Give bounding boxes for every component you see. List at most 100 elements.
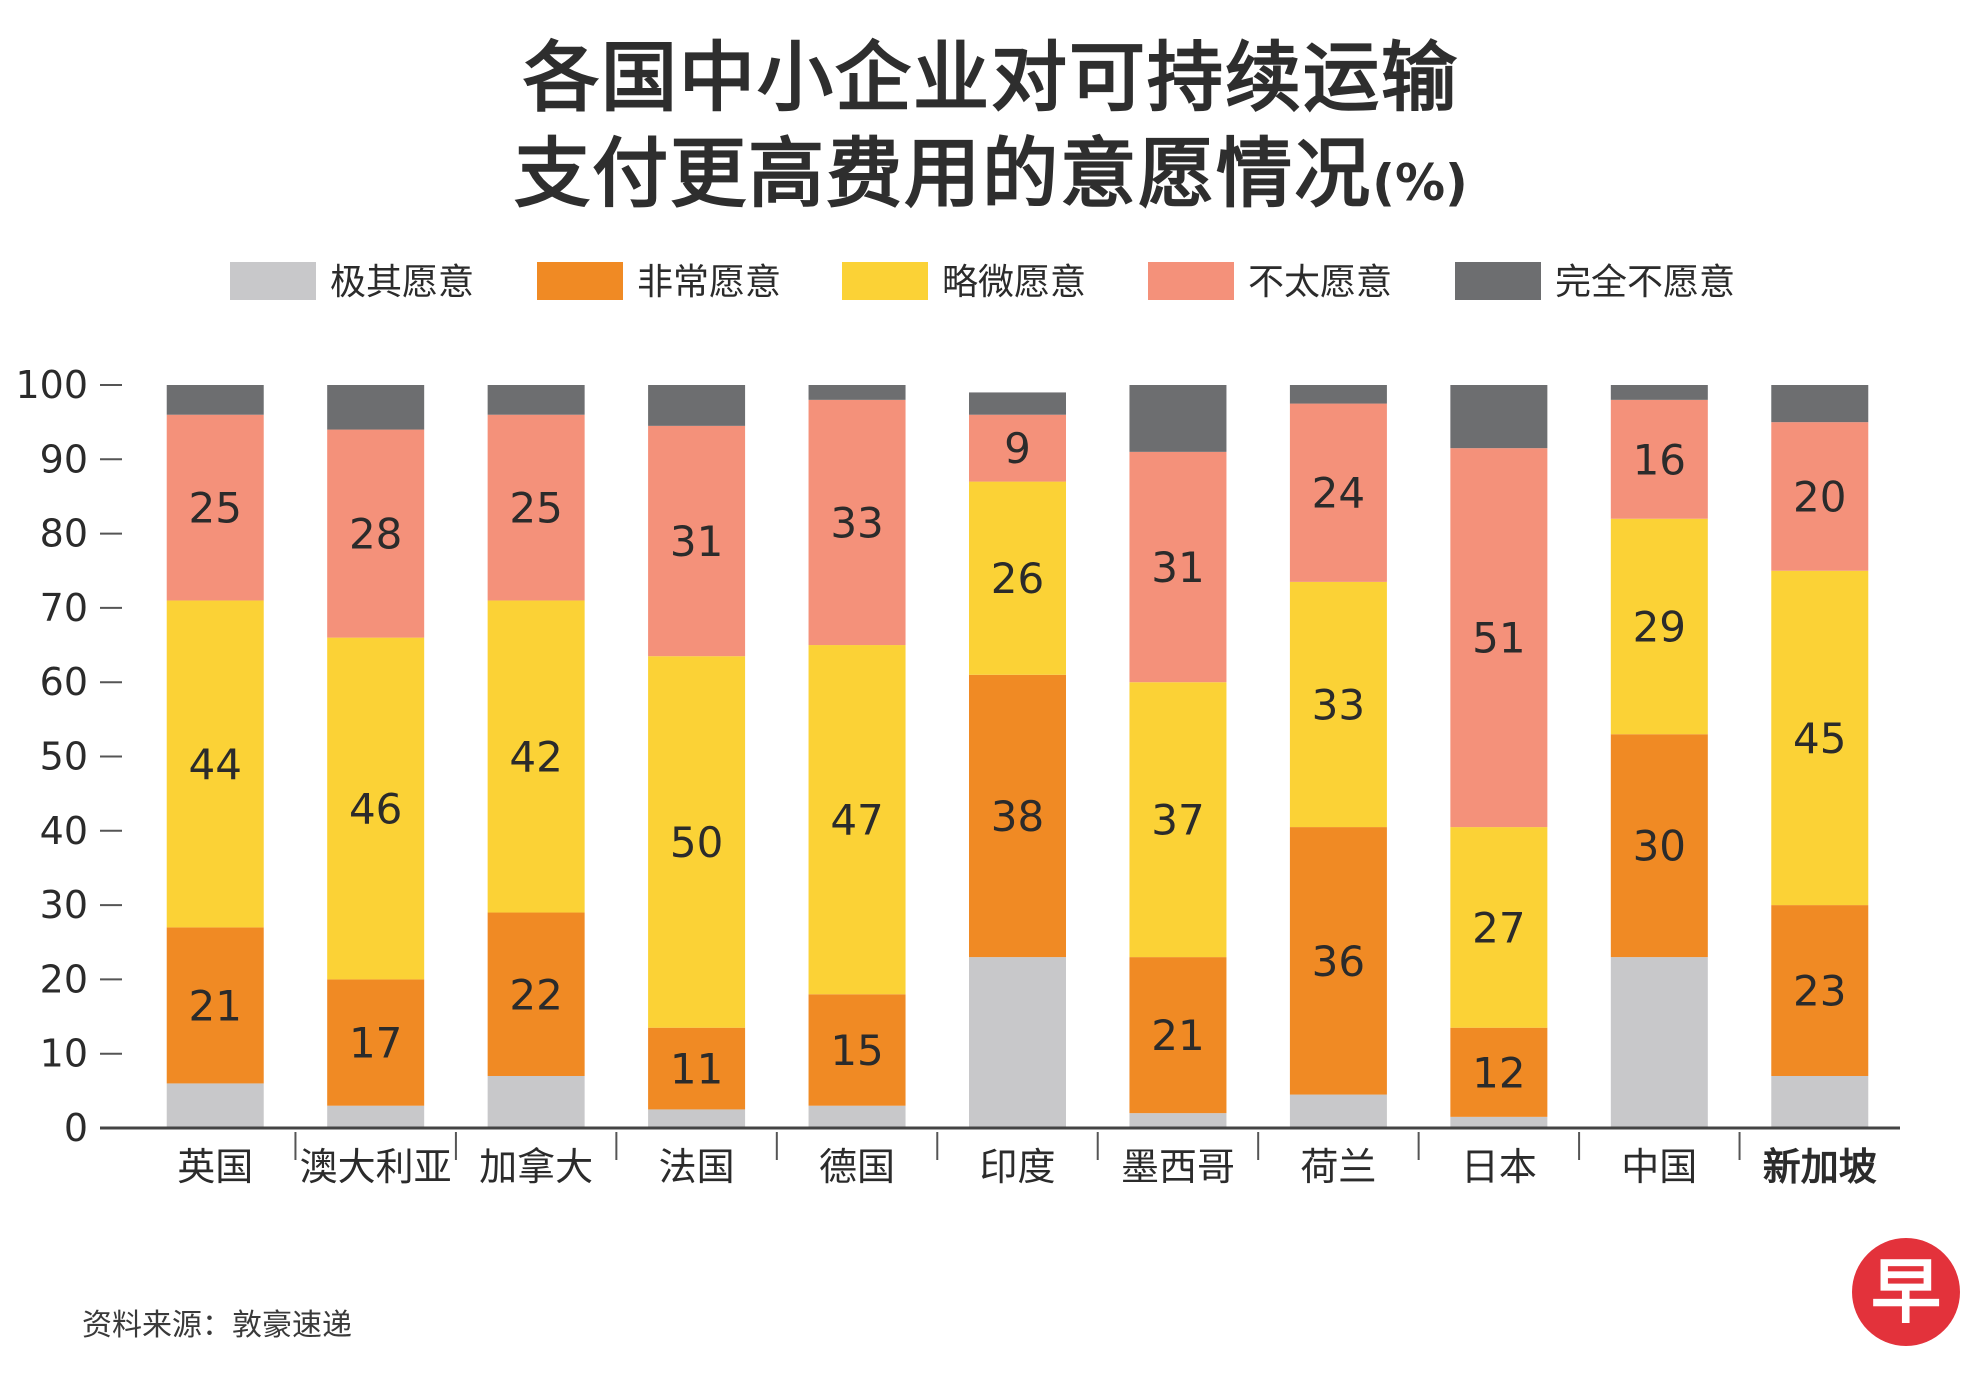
- y-tick-label-60: 60: [40, 660, 88, 704]
- bar-1-3: [327, 429, 425, 638]
- bar-0-0: [166, 1083, 264, 1128]
- bar-7-4: [1289, 385, 1387, 404]
- data-label-4-3: 33: [830, 498, 883, 547]
- data-label-2-2: 42: [509, 733, 562, 782]
- legend-label-2: 略微愿意: [942, 262, 1086, 303]
- x-tick-label-2: 加拿大: [479, 1145, 593, 1189]
- data-label-3-1: 11: [670, 1045, 723, 1094]
- bar-5-4: [969, 392, 1066, 415]
- bar-9-0: [1610, 957, 1708, 1128]
- data-label-0-3: 25: [189, 484, 242, 533]
- x-tick-label-8: 日本: [1461, 1145, 1537, 1189]
- y-tick-label-100: 100: [15, 363, 88, 407]
- bar-6-0: [1129, 1113, 1227, 1128]
- y-tick-label-90: 90: [40, 437, 88, 481]
- bar-2-2: [487, 600, 585, 913]
- legend-swatch-3: [1148, 262, 1234, 300]
- bar-9-2: [1610, 518, 1708, 735]
- y-tick-label-70: 70: [40, 586, 88, 630]
- data-label-6-3: 31: [1151, 543, 1204, 592]
- bar-7-0: [1289, 1094, 1387, 1128]
- bar-2-3: [487, 414, 585, 601]
- chart-title-unit: (%): [1372, 154, 1468, 212]
- y-tick-label-20: 20: [40, 957, 88, 1001]
- bar-0-3: [166, 414, 264, 601]
- legend-label-4: 完全不愿意: [1555, 262, 1735, 303]
- data-label-2-1: 22: [509, 970, 562, 1019]
- bar-4-2: [808, 645, 906, 995]
- data-label-7-2: 33: [1312, 680, 1365, 729]
- data-label-10-1: 23: [1793, 967, 1846, 1016]
- bar-6-3: [1129, 451, 1227, 683]
- data-label-7-3: 24: [1312, 469, 1365, 518]
- bar-3-1: [648, 1027, 746, 1110]
- bar-10-3: [1771, 422, 1869, 571]
- bar-4-1: [808, 994, 906, 1106]
- y-tick-label-0: 0: [64, 1106, 88, 1150]
- data-label-10-2: 45: [1793, 714, 1846, 763]
- bar-6-4: [1129, 385, 1227, 452]
- bar-1-0: [327, 1105, 425, 1128]
- data-label-9-3: 16: [1633, 435, 1686, 484]
- bar-6-1: [1129, 957, 1227, 1114]
- x-tick-label-10: 新加坡: [1763, 1145, 1877, 1189]
- bar-6-2: [1129, 682, 1227, 958]
- bar-8-2: [1450, 827, 1548, 1028]
- x-tick-label-3: 法国: [659, 1145, 735, 1189]
- x-tick-label-0: 英国: [177, 1145, 253, 1189]
- x-tick-label-6: 墨西哥: [1121, 1145, 1235, 1189]
- data-label-0-1: 21: [189, 981, 242, 1030]
- x-tick-label-9: 中国: [1621, 1145, 1697, 1189]
- x-tick-label-1: 澳大利亚: [300, 1145, 452, 1189]
- bar-3-3: [648, 425, 746, 657]
- data-label-5-1: 38: [991, 792, 1044, 841]
- bar-10-0: [1771, 1075, 1869, 1128]
- bar-3-2: [648, 656, 746, 1028]
- data-label-4-2: 47: [830, 796, 883, 845]
- bar-3-0: [648, 1109, 746, 1128]
- bar-8-3: [1450, 448, 1548, 828]
- legend-swatch-1: [537, 262, 623, 300]
- y-tick-label-50: 50: [40, 735, 88, 779]
- bar-7-1: [1289, 827, 1387, 1095]
- bar-5-2: [969, 481, 1066, 675]
- data-label-3-2: 50: [670, 818, 723, 867]
- data-label-5-3: 9: [1004, 424, 1031, 473]
- bar-1-2: [327, 637, 425, 980]
- y-tick-label-80: 80: [40, 512, 88, 556]
- legend-label-0: 极其愿意: [330, 262, 474, 303]
- legend-label-3: 不太愿意: [1248, 262, 1392, 303]
- data-label-1-3: 28: [349, 510, 402, 559]
- data-label-5-2: 26: [991, 554, 1044, 603]
- bar-2-0: [487, 1075, 585, 1128]
- bar-4-0: [808, 1105, 906, 1128]
- bar-0-1: [166, 927, 264, 1084]
- data-label-9-2: 29: [1633, 602, 1686, 651]
- bar-0-2: [166, 600, 264, 928]
- data-label-6-1: 21: [1151, 1011, 1204, 1060]
- bar-0-4: [166, 385, 264, 415]
- bar-4-4: [808, 385, 906, 400]
- chart-title-line2-text: 支付更高费用的意愿情况: [514, 129, 1373, 218]
- y-tick-label-30: 30: [40, 883, 88, 927]
- legend-swatch-2: [842, 262, 928, 300]
- bar-9-4: [1610, 385, 1708, 400]
- data-label-7-1: 36: [1312, 937, 1365, 986]
- bar-10-1: [1771, 905, 1869, 1076]
- legend-swatch-0: [230, 262, 316, 300]
- bar-8-1: [1450, 1027, 1548, 1117]
- data-label-4-1: 15: [830, 1026, 883, 1075]
- data-label-1-1: 17: [349, 1019, 402, 1068]
- bar-4-3: [808, 399, 906, 646]
- data-label-8-2: 27: [1472, 903, 1525, 952]
- bar-3-4: [648, 385, 746, 426]
- bar-5-3: [969, 414, 1066, 482]
- data-label-8-1: 12: [1472, 1048, 1525, 1097]
- chart-title: 各国中小企业对可持续运输 支付更高费用的意愿情况(%): [0, 30, 1982, 231]
- x-tick-label-5: 印度: [979, 1145, 1055, 1189]
- legend-swatch-4: [1455, 262, 1541, 300]
- bar-9-3: [1610, 399, 1708, 519]
- bar-8-4: [1450, 385, 1548, 449]
- x-tick-label-4: 德国: [819, 1145, 895, 1189]
- bar-2-4: [487, 385, 585, 415]
